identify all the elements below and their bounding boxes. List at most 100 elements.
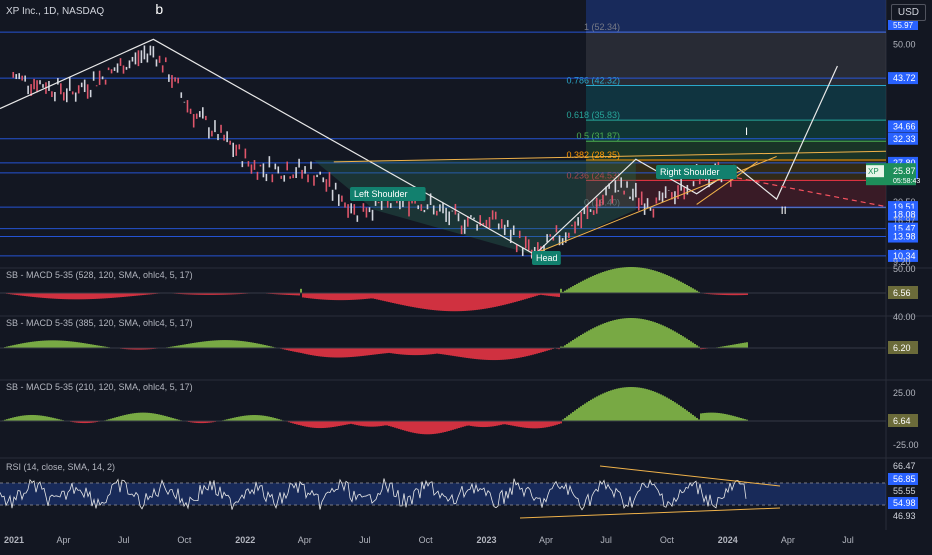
macd-bar — [272, 418, 274, 421]
macd-bar — [600, 394, 602, 421]
macd-bar — [418, 293, 420, 308]
macd-bar — [718, 413, 720, 421]
macd-bar — [626, 387, 628, 421]
macd-bar — [488, 293, 490, 308]
macd-bar — [472, 348, 474, 359]
macd-bar — [196, 342, 198, 348]
macd-bar — [336, 421, 338, 426]
macd-bar — [668, 276, 670, 293]
macd-bar — [540, 421, 542, 428]
macd-bar — [628, 318, 630, 348]
macd-bar — [682, 408, 684, 421]
macd-bar — [86, 293, 88, 299]
macd-bar — [662, 395, 664, 421]
time-axis-label: 2023 — [476, 535, 496, 545]
macd-bar — [606, 271, 608, 293]
macd-bar — [330, 421, 332, 427]
macd-bar — [100, 293, 102, 299]
macd-bar — [84, 293, 86, 299]
macd-bar — [496, 293, 498, 306]
macd-bar — [662, 325, 664, 348]
macd-bar — [256, 343, 258, 348]
macd-bar — [722, 414, 724, 421]
macd-bar — [584, 404, 586, 421]
macd-bar — [738, 417, 740, 421]
macd-bar — [424, 293, 426, 309]
macd-bar — [642, 388, 644, 421]
macd-bar — [14, 417, 16, 421]
macd-bar — [24, 343, 26, 348]
macd-bar — [634, 318, 636, 348]
macd-bar — [684, 337, 686, 348]
macd-bar — [384, 293, 386, 301]
macd-bar — [150, 413, 152, 421]
macd-bar — [330, 348, 332, 357]
macd-bar — [58, 340, 60, 348]
macd-bar — [252, 415, 254, 421]
macd-bar — [690, 413, 692, 421]
fib-label: 0.5 (31.87) — [576, 131, 620, 141]
macd-bar — [406, 421, 408, 431]
macd-bar — [670, 329, 672, 348]
macd-bar — [448, 421, 450, 431]
macd-bar — [346, 348, 348, 357]
macd-bar — [146, 413, 148, 421]
macd-bar — [658, 393, 660, 421]
macd-bar — [554, 421, 556, 425]
ticker-tag: XP — [868, 167, 879, 176]
macd-bar — [376, 421, 378, 426]
macd-bar — [648, 320, 650, 348]
macd-bar — [524, 348, 526, 357]
indicator-axis-label: -25.00 — [893, 440, 919, 450]
macd-bar — [114, 293, 116, 298]
macd-bar — [336, 293, 338, 300]
macd-bar — [58, 293, 60, 299]
macd-bar — [48, 417, 50, 421]
macd-bar — [32, 293, 34, 297]
macd-bar — [652, 322, 654, 348]
macd-bar — [656, 271, 658, 293]
macd-bar — [80, 343, 82, 348]
fib-label: 0.786 (42.32) — [566, 76, 620, 86]
rsi-trendline — [520, 508, 780, 518]
macd-bar — [644, 268, 646, 293]
indicator-value: 6.20 — [893, 343, 911, 353]
macd-bar — [484, 348, 486, 360]
macd-bar — [38, 293, 40, 298]
rsi-axis-label: 55.55 — [893, 486, 916, 496]
macd-bar — [42, 293, 44, 298]
macd-bar — [618, 388, 620, 421]
macd-bar — [476, 348, 478, 359]
indicator-title: SB - MACD 5-35 (528, 120, SMA, ohlc4, 5,… — [6, 270, 193, 280]
macd-bar — [480, 348, 482, 360]
macd-bar — [644, 389, 646, 421]
macd-bar — [444, 293, 446, 311]
macd-bar — [220, 340, 222, 348]
macd-bar — [428, 293, 430, 310]
macd-bar — [236, 417, 238, 421]
macd-bar — [490, 293, 492, 308]
macd-bar — [604, 393, 606, 421]
currency-button[interactable]: USD — [891, 4, 926, 21]
macd-bar — [22, 416, 24, 421]
macd-bar — [500, 421, 502, 425]
macd-bar — [478, 348, 480, 359]
macd-bar — [140, 413, 142, 421]
macd-bar — [694, 416, 696, 421]
macd-bar — [448, 348, 450, 355]
macd-bar — [408, 348, 410, 355]
macd-bar — [126, 293, 128, 297]
macd-bar — [480, 421, 482, 427]
macd-bar — [254, 343, 256, 348]
macd-bar — [310, 293, 312, 298]
macd-bar — [318, 348, 320, 356]
macd-bar — [76, 293, 78, 299]
macd-bar — [312, 348, 314, 355]
countdown: 05:58:43 — [893, 178, 920, 185]
macd-bar — [44, 416, 46, 421]
macd-bar — [200, 342, 202, 348]
wave-label-b: b — [155, 1, 163, 17]
macd-bar — [104, 293, 106, 298]
